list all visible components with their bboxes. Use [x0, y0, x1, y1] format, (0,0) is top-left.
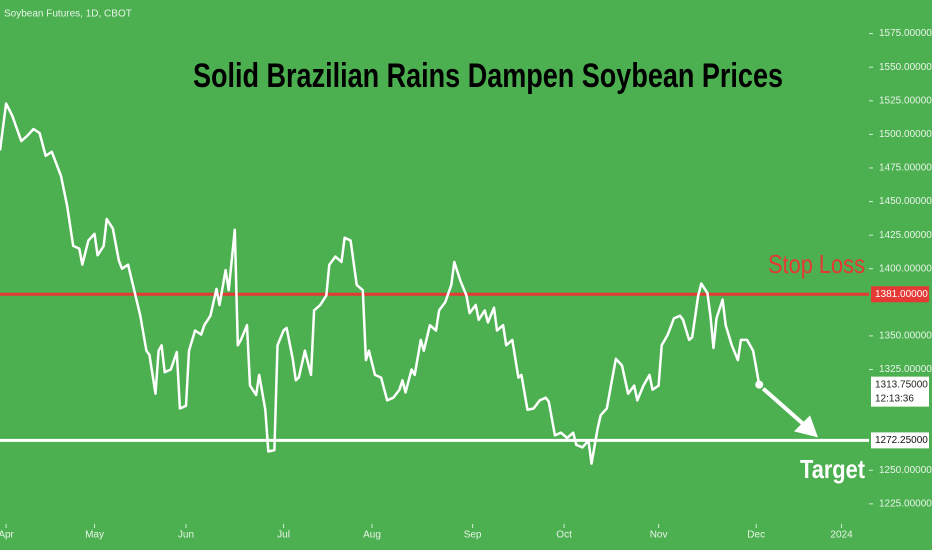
- y-tick-label: 1425.00000: [879, 230, 932, 241]
- chart-title: Solid Brazilian Rains Dampen Soybean Pri…: [193, 57, 783, 95]
- stop_loss-price-label: 1381.00000: [875, 289, 928, 300]
- source-label: Soybean Futures, 1D, CBOT: [4, 9, 132, 20]
- y-tick-label: 1250.00000: [879, 465, 932, 476]
- y-tick-label: 1475.00000: [879, 163, 932, 174]
- y-tick-label: 1525.00000: [879, 95, 932, 106]
- x-tick-label: 2024: [830, 530, 853, 541]
- last-price-box: [871, 376, 929, 407]
- y-tick-label: 1450.00000: [879, 196, 932, 207]
- y-tick-label: 1225.00000: [879, 499, 932, 510]
- y-tick-label: 1550.00000: [879, 62, 932, 73]
- y-tick-label: 1575.00000: [879, 28, 932, 39]
- target-price-box: [871, 432, 929, 449]
- x-tick-label: Jul: [277, 530, 290, 541]
- x-tick-label: Nov: [650, 530, 668, 541]
- price-line: [0, 102, 761, 465]
- x-tick-label: Aug: [363, 530, 381, 541]
- countdown-label: 12:13:36: [875, 393, 914, 404]
- y-tick-label: 1350.00000: [879, 331, 932, 342]
- target-price-label: 1272.25000: [875, 435, 928, 446]
- stop_loss-text: Stop Loss: [768, 249, 865, 279]
- y-tick-label: 1400.00000: [879, 263, 932, 274]
- y-tick-label: 1325.00000: [879, 364, 932, 375]
- x-tick-label: Dec: [747, 530, 765, 541]
- last-price-label: 1313.75000: [875, 379, 928, 390]
- x-tick-label: May: [85, 530, 104, 541]
- arrow-shaft: [761, 387, 808, 428]
- target-text: Target: [800, 454, 865, 484]
- last-point: [755, 380, 764, 389]
- x-tick-label: Apr: [0, 530, 15, 541]
- y-tick-label: 1500.00000: [879, 129, 932, 140]
- stop_loss-price-box: [871, 286, 929, 303]
- arrow-head: [794, 415, 818, 438]
- x-tick-label: Sep: [464, 530, 482, 541]
- x-tick-label: Oct: [556, 530, 572, 541]
- x-tick-label: Jun: [178, 530, 194, 541]
